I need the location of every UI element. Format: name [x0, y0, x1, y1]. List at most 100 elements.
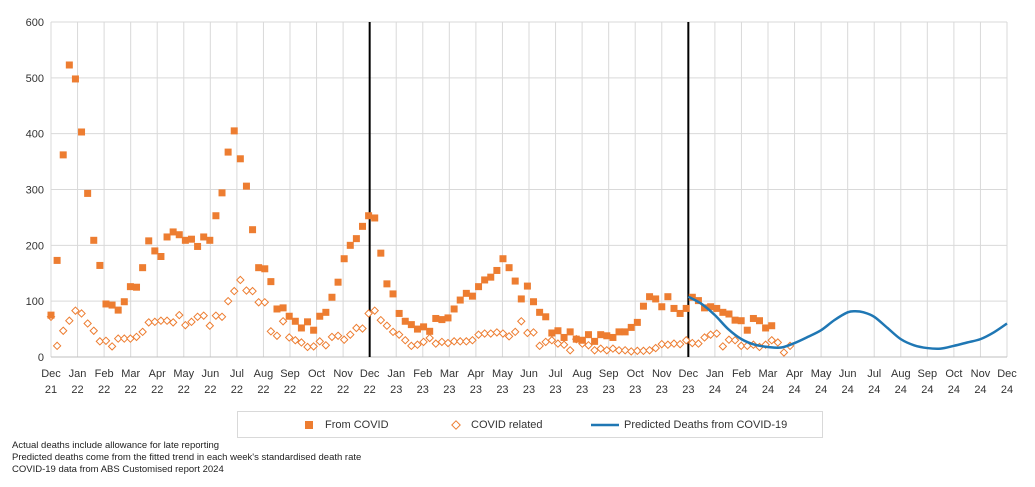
from-covid-point [407, 321, 415, 329]
covid-related-point [773, 338, 783, 347]
from-covid-point [200, 233, 208, 241]
x-tick-label: 22 [337, 384, 349, 396]
covid-related-point [358, 324, 367, 333]
x-tick-label: 22 [98, 384, 110, 396]
covid-related-point [162, 316, 172, 326]
from-covid-point [218, 189, 226, 197]
from-covid-point [438, 316, 446, 324]
from-covid-point [71, 75, 79, 83]
x-tick-label: Feb [413, 368, 432, 380]
from-covid-point [670, 304, 678, 312]
y-tick-label: 100 [26, 296, 44, 308]
x-tick-label: Sep [280, 368, 300, 380]
from-covid-point [701, 304, 709, 312]
x-tick-label: Oct [308, 368, 325, 380]
x-tick-label: Dec [997, 368, 1017, 380]
covid-related-point [65, 316, 74, 326]
legend: From COVID COVID related Predicted Death… [237, 411, 823, 438]
from-covid-point [426, 327, 434, 335]
from-covid-point [633, 318, 641, 326]
covid-related-point [297, 338, 306, 347]
legend-item-from-covid: From COVID [305, 412, 389, 437]
from-covid-point [96, 261, 104, 269]
from-covid-point [572, 335, 580, 343]
from-covid-point [78, 128, 86, 136]
covid-related-point [553, 339, 563, 348]
covid-related-point [205, 321, 215, 331]
from-covid-point [401, 317, 409, 325]
covid-related-point [712, 329, 722, 338]
from-covid-point [126, 283, 134, 291]
from-covid-point [194, 242, 202, 250]
covid-related-point [529, 328, 538, 337]
from-covid-point [481, 276, 489, 284]
legend-label-from-covid: From COVID [325, 418, 389, 431]
x-tick-label: 22 [257, 384, 269, 396]
x-tick-label: 22 [71, 384, 83, 396]
from-covid-point [139, 264, 147, 272]
covid-related-point [651, 343, 660, 353]
covid-related-point [223, 296, 233, 306]
x-tick-label: Sep [918, 368, 938, 380]
from-covid-point [658, 303, 666, 311]
x-tick-label: Sep [599, 368, 619, 380]
from-covid-point [328, 293, 336, 301]
covid-related-point [639, 346, 648, 356]
from-covid-point [652, 295, 660, 303]
x-tick-label: 23 [656, 384, 668, 396]
from-covid-point [627, 323, 635, 331]
x-tick-label: Nov [333, 368, 353, 380]
x-tick-label: Nov [971, 368, 991, 380]
from-covid-point [725, 310, 733, 318]
from-covid-point [554, 327, 562, 335]
covid-related-point [174, 310, 184, 320]
covid-related-point [681, 335, 691, 345]
x-tick-label: 24 [709, 384, 721, 396]
from-covid-point [352, 235, 360, 243]
from-covid-point [591, 337, 599, 345]
legend-item-predicted-deaths: Predicted Deaths from COVID-19 [591, 412, 787, 437]
from-covid-point [450, 305, 458, 313]
covid-related-point [565, 345, 575, 355]
covid-related-point [633, 346, 642, 356]
from-covid-point [719, 308, 727, 316]
x-tick-label: Jun [201, 368, 219, 380]
note-line: Actual deaths include allowance for late… [12, 440, 220, 451]
from-covid-point [230, 127, 238, 135]
from-covid-point [133, 283, 141, 291]
covid-related-point [700, 333, 709, 342]
covid-related-point [113, 334, 123, 343]
x-tick-label: 22 [284, 384, 296, 396]
from-covid-point [169, 228, 177, 236]
covid-related-point [211, 311, 221, 320]
covid-related-point [217, 312, 227, 322]
covid-related-point [254, 297, 263, 307]
from-covid-point [756, 317, 764, 325]
y-tick-label: 500 [26, 73, 44, 85]
x-tick-label: 24 [762, 384, 774, 396]
x-tick-label: Mar [440, 368, 459, 380]
x-tick-label: Jan [706, 368, 724, 380]
x-tick-label: Aug [891, 368, 911, 380]
covid-related-point [541, 337, 551, 347]
x-tick-label: Jan [69, 368, 87, 380]
from-covid-point [90, 236, 98, 244]
from-covid-point [493, 266, 501, 274]
covid-related-point [523, 328, 532, 338]
covid-related-point [364, 309, 373, 318]
covid-related-point [779, 348, 789, 357]
from-covid-point [285, 312, 293, 320]
x-tick-label: 22 [125, 384, 137, 396]
covid-related-point [156, 316, 166, 326]
from-covid-point [682, 304, 690, 312]
covid-related-point [193, 312, 202, 322]
x-tick-label: Feb [732, 368, 751, 380]
covid-related-point [52, 341, 62, 351]
covid-related-point [229, 286, 239, 296]
from-covid-point [224, 148, 232, 156]
chart-canvas: 0 100 200 300 400 500 600 Dec 21 Jan 22 Feb 22 Mar 22 A… [26, 17, 1018, 396]
from-covid-point [157, 253, 165, 260]
covid-related-point [455, 337, 465, 346]
covid-related-point [132, 332, 141, 342]
x-tick-label: 23 [549, 384, 561, 396]
